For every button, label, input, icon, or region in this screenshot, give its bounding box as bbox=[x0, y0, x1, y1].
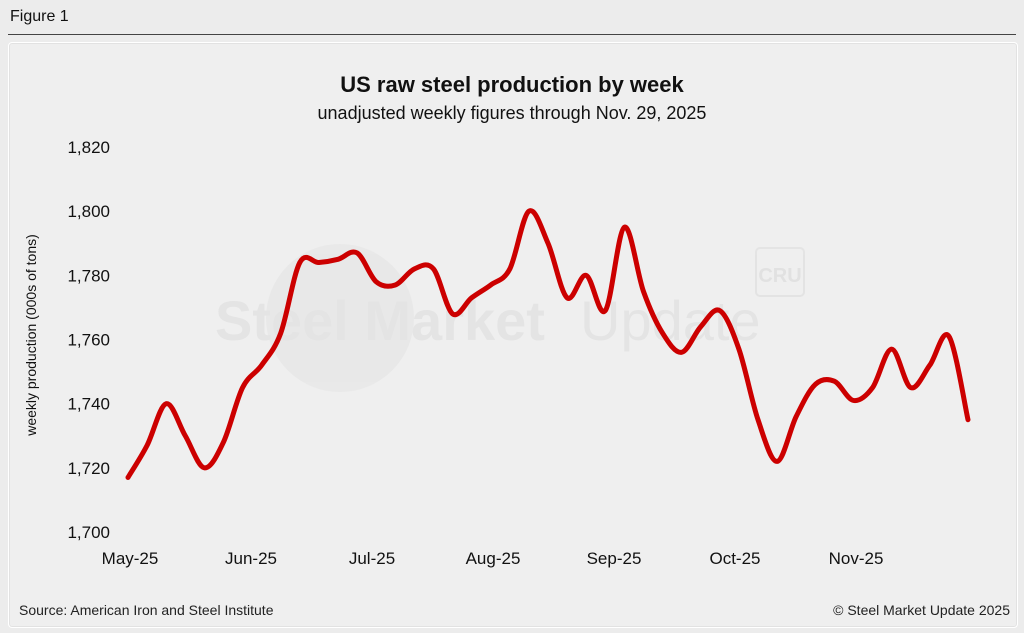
figure-label: Figure 1 bbox=[10, 8, 69, 25]
chart-title: US raw steel production by week bbox=[340, 72, 684, 97]
x-tick-label: Aug-25 bbox=[466, 549, 521, 568]
x-tick-label: May-25 bbox=[102, 549, 159, 568]
watermark-badge-frame bbox=[755, 247, 805, 297]
chart-panel bbox=[8, 42, 1018, 628]
y-tick-label: 1,800 bbox=[67, 202, 110, 221]
y-tick-label: 1,760 bbox=[67, 331, 110, 350]
y-axis-label: weekly production (000s of tons) bbox=[23, 234, 39, 437]
chart-subtitle: unadjusted weekly figures through Nov. 2… bbox=[318, 103, 707, 123]
y-tick-label: 1,780 bbox=[67, 266, 110, 285]
x-tick-label: Sep-25 bbox=[587, 549, 642, 568]
y-axis-ticks: 1,700 1,720 1,740 1,760 1,780 1,800 1,820 bbox=[67, 138, 110, 542]
y-tick-label: 1,820 bbox=[67, 138, 110, 157]
series-layer bbox=[125, 208, 971, 480]
x-tick-label: Jul-25 bbox=[349, 549, 395, 568]
series-line bbox=[125, 208, 971, 480]
watermark-badge-text: CRU bbox=[758, 265, 801, 287]
x-tick-label: Oct-25 bbox=[709, 549, 760, 568]
figure-divider bbox=[8, 34, 1016, 35]
y-tick-label: 1,720 bbox=[67, 459, 110, 478]
copyright-note: © Steel Market Update 2025 bbox=[833, 602, 1010, 618]
y-tick-label: 1,740 bbox=[67, 395, 110, 414]
y-tick-label: 1,700 bbox=[67, 523, 110, 542]
x-tick-label: Jun-25 bbox=[225, 549, 277, 568]
x-axis-ticks: May-25 Jun-25 Jul-25 Aug-25 Sep-25 Oct-25 Nov-… bbox=[102, 549, 884, 568]
x-tick-label: Nov-25 bbox=[829, 549, 884, 568]
watermark-text-bold: Steel Market bbox=[215, 289, 545, 352]
source-note: Source: American Iron and Steel Institut… bbox=[19, 602, 274, 618]
